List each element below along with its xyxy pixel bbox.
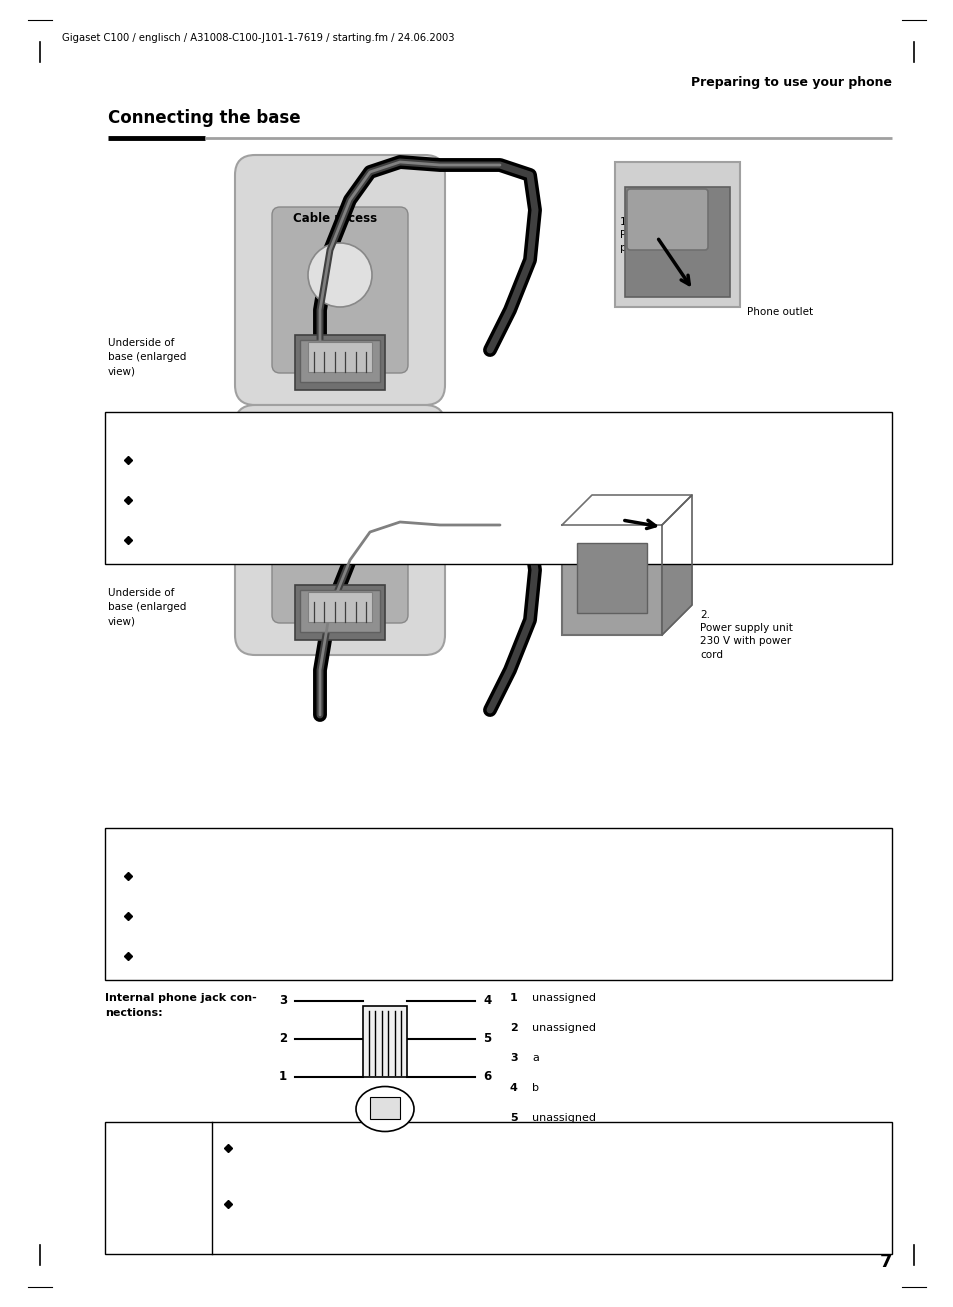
- Text: 5: 5: [482, 1033, 491, 1046]
- Text: 3: 3: [278, 995, 287, 1008]
- Text: 7: 7: [879, 1253, 891, 1270]
- Bar: [561, 525, 661, 635]
- Text: 5: 5: [510, 1114, 517, 1123]
- Text: Cable recess: Cable recess: [293, 461, 376, 474]
- Text: 4: 4: [510, 1084, 517, 1093]
- Text: Preparing to use your phone: Preparing to use your phone: [690, 76, 891, 89]
- Text: 1.
Phone jack with
phone cord: 1. Phone jack with phone cord: [619, 217, 701, 254]
- FancyBboxPatch shape: [272, 207, 408, 372]
- Text: 1: 1: [278, 1070, 287, 1084]
- Text: 2.
Power supply unit
230 V with power
cord: 2. Power supply unit 230 V with power co…: [700, 610, 792, 660]
- Text: unassigned: unassigned: [532, 1144, 596, 1153]
- Bar: [577, 542, 646, 613]
- Text: a: a: [532, 1053, 538, 1063]
- Text: Phone outlet: Phone outlet: [746, 307, 812, 318]
- Text: Cable recess: Cable recess: [293, 212, 376, 225]
- Text: Fit phone jack into phone outlet.: Fit phone jack into phone outlet.: [148, 535, 333, 545]
- FancyBboxPatch shape: [626, 190, 707, 250]
- Text: If ever you purchase a phone cord from a store, ensure that the phone: If ever you purchase a phone cord from a…: [248, 1199, 641, 1209]
- Circle shape: [634, 444, 709, 520]
- FancyBboxPatch shape: [234, 405, 444, 655]
- Text: conductors are correctly connected (3-4 connection).: conductors are correctly connected (3-4 …: [248, 1223, 544, 1233]
- Text: 4: 4: [482, 995, 491, 1008]
- Ellipse shape: [355, 1086, 414, 1132]
- Text: i: i: [153, 1170, 163, 1199]
- Bar: [105, 1121, 891, 1253]
- Text: Gigaset C100 / englisch / A31008-C100-J101-1-7619 / starting.fm / 24.06.2003: Gigaset C100 / englisch / A31008-C100-J1…: [62, 33, 454, 43]
- Text: 6: 6: [510, 1144, 517, 1153]
- Text: 6: 6: [482, 1070, 491, 1084]
- Bar: [105, 829, 891, 980]
- Text: phone is ready for use whenever you need it.: phone is ready for use whenever you need…: [248, 1168, 501, 1179]
- Text: unassigned: unassigned: [532, 1023, 596, 1033]
- Bar: [294, 335, 385, 389]
- Bar: [624, 187, 729, 297]
- Bar: [370, 1097, 399, 1119]
- Polygon shape: [661, 495, 691, 635]
- Text: Plug the power supply unit into your power outlet.: Plug the power supply unit into your pow…: [148, 951, 436, 961]
- Bar: [299, 340, 379, 382]
- Text: Place cord in cable recess,: Place cord in cable recess,: [148, 911, 298, 921]
- Text: unassigned: unassigned: [532, 993, 596, 1002]
- Text: plugged in at all times: plugged in at all times: [462, 1144, 602, 1153]
- Text: 2.: 2.: [135, 836, 146, 846]
- Bar: [363, 1006, 407, 1077]
- FancyBboxPatch shape: [272, 457, 408, 623]
- Bar: [615, 162, 740, 307]
- Text: unassigned: unassigned: [532, 1114, 596, 1123]
- Bar: [294, 586, 385, 640]
- Text: Place cord in cable recess,: Place cord in cable recess,: [148, 495, 298, 505]
- Text: Keep the power supply unit: Keep the power supply unit: [248, 1144, 404, 1153]
- Polygon shape: [561, 495, 691, 525]
- Text: Underside of
base (enlarged
view): Underside of base (enlarged view): [108, 339, 186, 376]
- FancyBboxPatch shape: [607, 416, 737, 544]
- Text: Connecting the base: Connecting the base: [108, 108, 300, 127]
- Text: b: b: [532, 1084, 538, 1093]
- Text: Insert the small jack on the power cord into the socket on the underside of the : Insert the small jack on the power cord …: [148, 870, 631, 881]
- Text: 2: 2: [278, 1033, 287, 1046]
- Text: 3: 3: [510, 1053, 517, 1063]
- Bar: [308, 592, 372, 622]
- Text: to ensure your: to ensure your: [635, 1144, 720, 1153]
- Text: Underside of
base (enlarged
view): Underside of base (enlarged view): [108, 588, 186, 626]
- Circle shape: [308, 493, 372, 557]
- Text: Internal phone jack con-
nections:: Internal phone jack con- nections:: [105, 993, 256, 1018]
- Text: 1.: 1.: [135, 420, 146, 430]
- Text: Fit the small jack on the phone cord into the socket in the base (it clips into : Fit the small jack on the phone cord int…: [148, 455, 620, 465]
- Bar: [308, 342, 372, 372]
- Bar: [299, 589, 379, 633]
- Text: 1: 1: [510, 993, 517, 1002]
- Text: 2: 2: [510, 1023, 517, 1033]
- Bar: [105, 412, 891, 565]
- Text: Outlet: Outlet: [731, 532, 763, 542]
- Circle shape: [308, 243, 372, 307]
- FancyBboxPatch shape: [234, 156, 444, 405]
